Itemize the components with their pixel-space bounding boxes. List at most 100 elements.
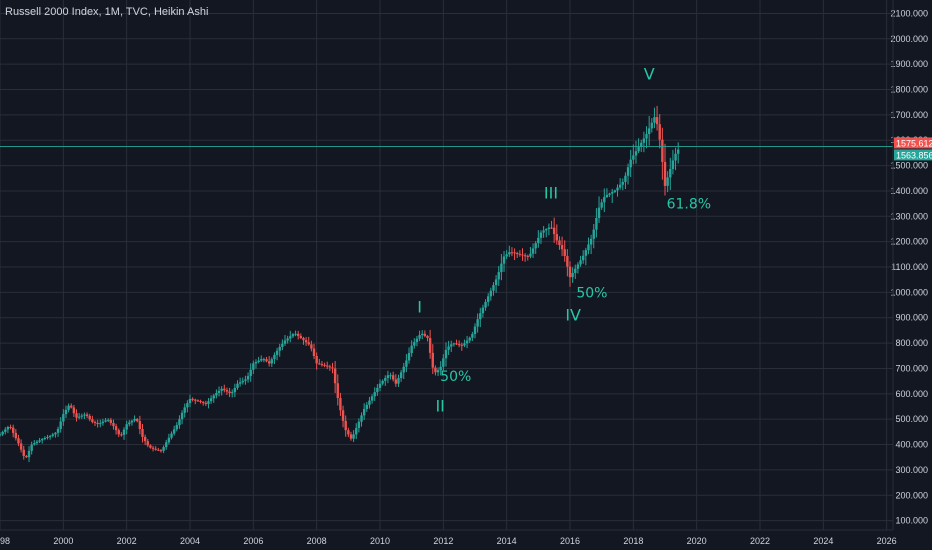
candle-body [326,365,329,367]
candle-body [204,402,208,404]
candle-body [376,387,379,393]
x-tick-label: 2006 [243,536,263,546]
candle-body [9,427,12,429]
candle-body [170,433,173,438]
x-tick-label: 2018 [623,536,643,546]
candle-body [183,407,186,413]
candle-body [658,124,661,140]
candle-body [655,117,659,125]
candle-body [278,346,281,351]
y-tick-label: 1700.000 [890,110,928,120]
y-tick-label: 2100.000 [890,8,928,18]
candle-body [587,244,590,251]
candle-body [589,238,593,245]
candle-body [59,421,62,429]
candle-body [48,435,52,437]
candle-body [545,228,548,231]
candle-body [175,425,179,430]
candle-body [539,232,543,238]
candle-body [38,440,41,442]
candle-body [384,378,387,381]
candle-body [85,414,89,417]
candle-body [75,413,78,418]
candle-body [663,161,667,186]
candle-body [370,396,374,401]
wave-label: IV [565,305,581,324]
candle-body [494,279,498,286]
candle-body [99,423,102,425]
candle-body [112,422,115,427]
candle-body [283,340,287,344]
y-tick-label: 1200.000 [890,237,928,247]
candle-body [413,342,416,346]
candle-body [581,255,585,261]
candle-body [534,243,537,249]
candle-body [653,117,656,123]
candle-body [273,354,276,360]
candle-body [642,138,646,143]
candle-body [568,266,572,278]
candle-body [629,159,632,168]
candle-body [72,407,76,414]
y-tick-label: 800.000 [895,338,928,348]
candle-body [133,418,136,421]
candle-body [201,401,205,403]
candle-body [626,167,630,176]
candle-body [457,344,461,346]
wave-label: II [435,397,444,416]
y-tick-label: 1500.000 [890,161,928,171]
candle-body [365,404,369,410]
x-tick-label: 2016 [560,536,580,546]
candle-body [199,401,202,403]
candle-body [310,344,313,349]
candle-body [254,361,258,364]
candle-body [368,400,371,405]
candle-body [552,227,556,235]
candle-body [618,184,622,188]
candle-body [207,401,210,404]
candle-body [35,441,39,444]
candle-body [93,421,97,423]
candle-body [315,355,318,364]
price-axis[interactable]: 100.000 200.000 300.000 400.000 500.000 600.0… [890,0,928,530]
candle-body [56,428,60,433]
candle-body [381,380,384,384]
candle-body [674,153,677,161]
candle-body [460,344,464,346]
candle-body [246,376,250,380]
candle-body [473,326,477,335]
candle-body [600,202,603,208]
candle-body [597,207,601,219]
chart-title: Russell 2000 Index, 1M, TVC, Heikin Ashi [5,6,209,18]
candle-body [157,449,160,451]
candle-body [77,416,81,418]
y-tick-label: 200.000 [895,490,928,500]
candle-body [80,415,84,417]
candle-body [70,405,73,408]
candle-body [196,400,200,402]
candle-body [302,338,305,341]
candle-body [632,155,635,160]
candle-body [262,359,266,361]
candle-body [151,447,155,449]
candle-body [595,218,598,230]
candle-body [304,340,308,343]
candle-body [347,430,350,435]
candle-body [508,252,511,255]
y-tick-label: 1900.000 [890,59,928,69]
candle-body [640,142,643,147]
x-tick-label: 2008 [307,536,327,546]
candle-body [215,392,218,396]
candle-body [30,444,33,451]
x-tick-label: 2014 [497,536,517,546]
candle-body [521,254,524,256]
candle-body [611,192,614,194]
x-tick-label: 1998 [0,536,10,546]
candle-body [257,360,260,362]
candle-body [450,344,453,347]
candle-body [344,420,347,431]
time-axis[interactable]: 1998 2000 2002 2004 2006 2008 2010 2012 2014 2016… [0,529,897,546]
candle-body [11,427,15,433]
